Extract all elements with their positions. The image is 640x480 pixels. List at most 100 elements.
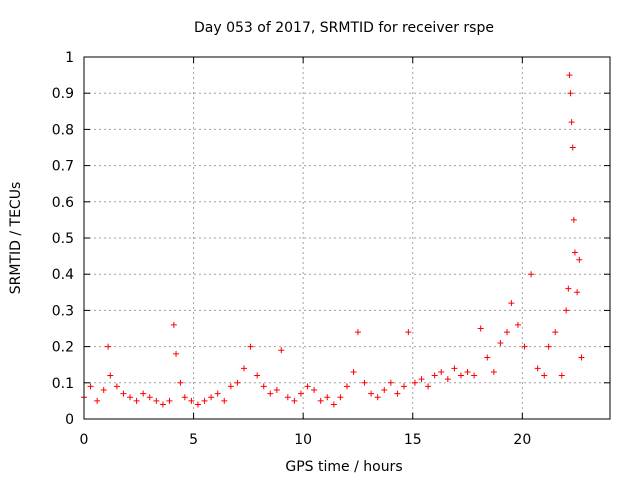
y-tick-label: 0.7 [52,159,74,175]
data-point [146,394,153,401]
data-point [514,321,521,328]
data-point [177,379,184,386]
data-point [113,383,120,390]
data-point [188,397,195,404]
data-point [201,397,208,404]
data-point [574,289,581,296]
x-axis-label: GPS time / hours [285,459,402,475]
data-point [247,343,254,350]
data-point [317,397,324,404]
data-point [545,343,552,350]
data-point [425,383,432,390]
y-tick-label: 1 [65,50,74,66]
data-point [297,390,304,397]
data-point [571,249,578,256]
data-point [477,325,484,332]
data-point [431,372,438,379]
data-point [227,383,234,390]
data-point [350,368,357,375]
y-tick-label: 0.5 [52,231,74,247]
data-point [240,365,247,372]
data-point [107,372,114,379]
data-point [457,372,464,379]
data-point [484,354,491,361]
data-point [311,387,318,394]
data-point [563,307,570,314]
data-point [194,401,201,408]
data-point [153,397,160,404]
data-point [337,394,344,401]
data-point [528,271,535,278]
data-point [284,394,291,401]
data-point [552,329,559,336]
data-point [566,72,573,79]
data-point [140,390,147,397]
data-point [374,394,381,401]
y-tick-label: 0.6 [52,195,74,211]
data-point [221,397,228,404]
data-point [208,394,215,401]
x-tick-label: 5 [189,432,198,448]
data-point [234,379,241,386]
data-point [558,372,565,379]
data-point [214,390,221,397]
data-point [444,376,451,383]
data-point [570,216,577,223]
data-point [565,285,572,292]
data-point [451,365,458,372]
y-tick-label: 0.9 [52,86,74,102]
data-point [578,354,585,361]
y-tick-label: 0.2 [52,340,74,356]
data-point [166,397,173,404]
data-point [260,383,267,390]
data-point [387,379,394,386]
data-point [508,300,515,307]
data-point [534,365,541,372]
data-point [254,372,261,379]
data-point [400,383,407,390]
y-tick-label: 0.8 [52,122,74,138]
x-tick-label: 20 [513,432,531,448]
data-point [181,394,188,401]
data-point [278,347,285,354]
data-point [576,256,583,263]
data-point [304,383,311,390]
data-point [569,144,576,151]
chart-title: Day 053 of 2017, SRMTID for receiver rsp… [194,20,494,36]
data-point [405,329,412,336]
data-point [361,379,368,386]
y-tick-label: 0.4 [52,267,74,283]
data-point [330,401,337,408]
data-point [411,379,418,386]
x-tick-label: 0 [80,432,89,448]
data-point [568,119,575,126]
y-tick-label: 0 [65,412,74,428]
data-point [267,390,274,397]
data-point [344,383,350,390]
data-point [438,368,445,375]
y-tick-label: 0.1 [52,376,74,392]
data-point [173,350,180,357]
data-point [127,394,134,401]
data-point [133,397,140,404]
data-point [394,390,401,397]
data-point [464,368,471,375]
data-point [87,383,94,390]
data-point [159,401,166,408]
x-tick-label: 10 [294,432,312,448]
data-point [541,372,548,379]
data-point [368,390,375,397]
data-point [100,387,107,394]
y-axis-label: SRMTID / TECUs [8,182,24,295]
data-point [418,376,425,383]
data-point [120,390,127,397]
data-point [105,343,112,350]
data-point [291,397,298,404]
axis-ticks: 00.10.20.30.40.50.60.70.80.910 5 10 15 20 [52,50,610,448]
data-point [324,394,331,401]
data-point [94,397,101,404]
data-point [354,329,361,336]
data-point [567,90,574,97]
data-point [497,339,504,346]
